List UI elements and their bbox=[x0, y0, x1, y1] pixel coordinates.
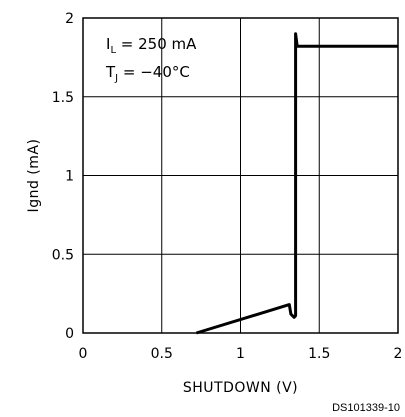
condition-junction-temp: TJ = −40°C bbox=[105, 63, 190, 84]
x-axis-title: SHUTDOWN (V) bbox=[183, 380, 298, 396]
x-tick-label: 0.5 bbox=[151, 346, 173, 362]
series bbox=[195, 32, 398, 335]
y-tick-label: 0 bbox=[65, 326, 74, 342]
y-tick-label: 0.5 bbox=[52, 247, 74, 263]
y-tick-label: 2 bbox=[65, 11, 74, 27]
condition-load-current-subscript: L bbox=[110, 45, 116, 56]
y-tick-label: 1.5 bbox=[52, 90, 74, 106]
condition-junction-temp-subscript: J bbox=[114, 73, 118, 84]
tick-labels: 0 0.5 1 1.5 2 0 0.5 1 1.5 2 bbox=[52, 11, 403, 362]
x-tick-label: 1.5 bbox=[308, 346, 330, 362]
condition-load-current-symbol: I bbox=[106, 35, 110, 53]
grid bbox=[83, 18, 398, 333]
x-tick-label: 2 bbox=[394, 346, 403, 362]
condition-junction-temp-value: = −40°C bbox=[118, 63, 190, 81]
series-line bbox=[195, 32, 398, 335]
y-tick-label: 1 bbox=[65, 169, 74, 185]
condition-load-current: IL = 250 mA bbox=[106, 35, 197, 56]
condition-junction-temp-symbol: T bbox=[105, 63, 116, 81]
x-tick-label: 0 bbox=[79, 346, 88, 362]
plot-frame bbox=[82, 17, 399, 334]
condition-load-current-value: = 250 mA bbox=[116, 35, 197, 53]
y-axis-title: Ignd (mA) bbox=[26, 139, 42, 213]
x-tick-label: 1 bbox=[236, 346, 245, 362]
figure-id: DS101339-10 bbox=[332, 402, 400, 414]
